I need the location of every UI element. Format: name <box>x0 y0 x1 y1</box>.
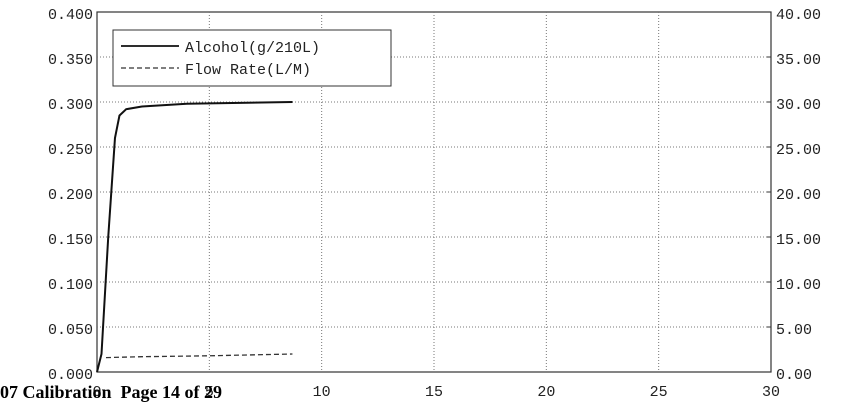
legend-box <box>112 29 392 87</box>
x-tick-label: 15 <box>425 384 443 401</box>
legend-label: Flow Rate(L/M) <box>185 62 311 79</box>
y-tick-label: 0.200 <box>48 187 93 204</box>
data-line <box>105 353 293 359</box>
x-tick-label: 5 <box>205 384 214 401</box>
y2-tick-label: 20.00 <box>776 187 821 204</box>
y-tick-label: 0.000 <box>48 367 93 384</box>
y-tick-label: 0.100 <box>48 277 93 294</box>
y-tick-label: 0.400 <box>48 7 93 24</box>
y2-tick-label: 10.00 <box>776 277 821 294</box>
y2-tick-label: 25.00 <box>776 142 821 159</box>
y-tick-label: 0.150 <box>48 232 93 249</box>
x-tick-label: 10 <box>313 384 331 401</box>
legend-label: Alcohol(g/210L) <box>185 40 320 57</box>
y2-tick-label: 40.00 <box>776 7 821 24</box>
y-tick-label: 0.050 <box>48 322 93 339</box>
x-tick-label: 0 <box>92 384 101 401</box>
data-line <box>96 101 293 373</box>
x-tick-label: 20 <box>537 384 555 401</box>
y-tick-label: 0.350 <box>48 52 93 69</box>
x-tick-label: 25 <box>650 384 668 401</box>
y2-tick-label: 0.00 <box>776 367 812 384</box>
y2-tick-label: 15.00 <box>776 232 821 249</box>
y-tick-label: 0.300 <box>48 97 93 114</box>
y2-tick-label: 5.00 <box>776 322 812 339</box>
x-tick-label: 30 <box>762 384 780 401</box>
y-tick-label: 0.250 <box>48 142 93 159</box>
y2-tick-label: 30.00 <box>776 97 821 114</box>
y2-tick-label: 35.00 <box>776 52 821 69</box>
page-footer: 07 Calibration Page 14 of 29 <box>0 382 222 402</box>
